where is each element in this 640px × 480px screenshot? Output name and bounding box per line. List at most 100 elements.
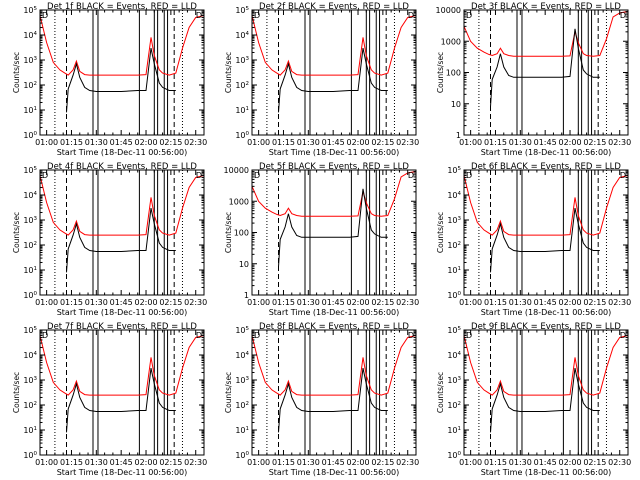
y-axis-label: Counts/sec <box>12 372 21 413</box>
plot-frame <box>251 169 417 296</box>
y-tick-label: 103 <box>23 216 37 225</box>
x-axis-label: Start Time (18-Dec-11 00:56:00) <box>269 308 400 317</box>
start-marker-label: D <box>466 171 472 180</box>
x-tick-label: 01:30 <box>85 138 108 147</box>
x-tick-label: 01:15 <box>484 458 507 467</box>
end-marker-label: D <box>620 11 626 20</box>
x-tick-label: 02:30 <box>184 458 207 467</box>
x-axis-label: Start Time (18-Dec-11 00:56:00) <box>57 468 188 477</box>
end-marker-label: D <box>408 171 414 180</box>
y-tick-label: 103 <box>23 56 37 65</box>
events-rate-line <box>66 367 176 433</box>
x-tick-label: 01:15 <box>60 458 83 467</box>
x-axis-label: Start Time (18-Dec-11 00:56:00) <box>57 308 188 317</box>
y-tick-label: 100 <box>235 451 249 460</box>
y-tick-label: 102 <box>447 241 461 250</box>
x-tick-label: 01:00 <box>459 458 482 467</box>
lld-rate-line <box>251 335 417 396</box>
y-tick-label: 101 <box>447 426 461 435</box>
x-tick-label: 01:00 <box>247 138 270 147</box>
lld-rate-line <box>251 15 417 76</box>
x-tick-label: 02:00 <box>134 298 157 307</box>
y-tick-label: 101 <box>23 266 37 275</box>
y-tick-label: 100 <box>446 69 461 78</box>
x-axis-label: Start Time (18-Dec-11 00:56:00) <box>481 148 612 157</box>
events-rate-line <box>66 207 176 273</box>
y-tick-label: 1 <box>244 291 249 300</box>
plot-frame <box>251 9 417 136</box>
y-axis-label: Counts/sec <box>224 372 233 413</box>
x-tick-label: 01:15 <box>272 458 295 467</box>
x-tick-label: 02:15 <box>583 298 606 307</box>
x-tick-label: 02:30 <box>396 458 419 467</box>
x-tick-label: 02:00 <box>558 458 581 467</box>
plot-frame <box>463 169 629 296</box>
events-rate-line <box>490 207 600 273</box>
y-tick-label: 100 <box>23 131 37 140</box>
y-tick-label: 1000 <box>441 37 461 46</box>
x-tick-label: 01:45 <box>534 138 557 147</box>
x-tick-label: 02:15 <box>159 138 182 147</box>
y-tick-label: 10 <box>451 100 461 109</box>
y-tick-label: 102 <box>235 81 249 90</box>
x-tick-label: 01:30 <box>85 458 108 467</box>
y-tick-label: 105 <box>23 6 37 15</box>
y-tick-label: 1000 <box>229 197 249 206</box>
lld-rate-line <box>463 175 629 236</box>
y-tick-label: 100 <box>23 291 37 300</box>
start-marker-label: D <box>42 171 48 180</box>
y-tick-label: 103 <box>23 376 37 385</box>
x-tick-label: 02:00 <box>134 138 157 147</box>
x-tick-label: 02:15 <box>371 458 394 467</box>
lld-rate-line <box>39 175 205 236</box>
y-tick-label: 102 <box>23 241 37 250</box>
x-tick-label: 01:15 <box>272 138 295 147</box>
plot-frame <box>39 329 205 456</box>
y-tick-label: 103 <box>235 56 249 65</box>
lld-rate-line <box>463 10 629 57</box>
x-tick-label: 02:15 <box>583 458 606 467</box>
y-tick-label: 105 <box>447 326 461 335</box>
x-tick-label: 01:15 <box>60 298 83 307</box>
y-tick-label: 100 <box>234 229 249 238</box>
y-tick-label: 102 <box>23 81 37 90</box>
x-tick-label: 01:00 <box>459 138 482 147</box>
y-tick-label: 102 <box>447 401 461 410</box>
panel-title: Det 4f BLACK = Events, RED = LLD <box>47 162 197 172</box>
y-tick-label: 1 <box>456 131 461 140</box>
y-tick-label: 105 <box>235 6 249 15</box>
y-tick-label: 102 <box>23 401 37 410</box>
y-tick-label: 104 <box>235 351 249 360</box>
y-tick-label: 104 <box>447 351 461 360</box>
start-marker-label: D <box>254 331 260 340</box>
y-tick-label: 105 <box>447 166 461 175</box>
y-tick-label: 101 <box>235 106 249 115</box>
y-tick-label: 104 <box>23 351 37 360</box>
y-tick-label: 101 <box>235 426 249 435</box>
x-tick-label: 01:45 <box>110 458 133 467</box>
x-tick-label: 01:00 <box>35 298 58 307</box>
x-tick-label: 01:00 <box>459 298 482 307</box>
x-tick-label: 02:30 <box>396 138 419 147</box>
end-marker-label: D <box>196 331 202 340</box>
x-tick-label: 02:00 <box>558 298 581 307</box>
x-tick-label: 01:45 <box>322 298 345 307</box>
y-tick-label: 100 <box>447 291 461 300</box>
x-tick-label: 01:30 <box>509 458 532 467</box>
end-marker-label: D <box>196 171 202 180</box>
panel-det-5f: 1 10 100 1000 10000 01:00 01:15 01:30 01:45 02:00… <box>224 162 420 317</box>
x-tick-label: 02:15 <box>371 298 394 307</box>
x-axis-label: Start Time (18-Dec-11 00:56:00) <box>57 148 188 157</box>
x-tick-label: 01:45 <box>322 458 345 467</box>
end-marker-label: D <box>196 11 202 20</box>
y-axis-label: Counts/sec <box>224 52 233 93</box>
x-tick-label: 01:45 <box>322 138 345 147</box>
x-tick-label: 02:00 <box>346 138 369 147</box>
lld-rate-line <box>463 335 629 396</box>
x-tick-label: 01:30 <box>297 298 320 307</box>
end-marker-label: D <box>620 331 626 340</box>
x-tick-label: 01:45 <box>534 298 557 307</box>
